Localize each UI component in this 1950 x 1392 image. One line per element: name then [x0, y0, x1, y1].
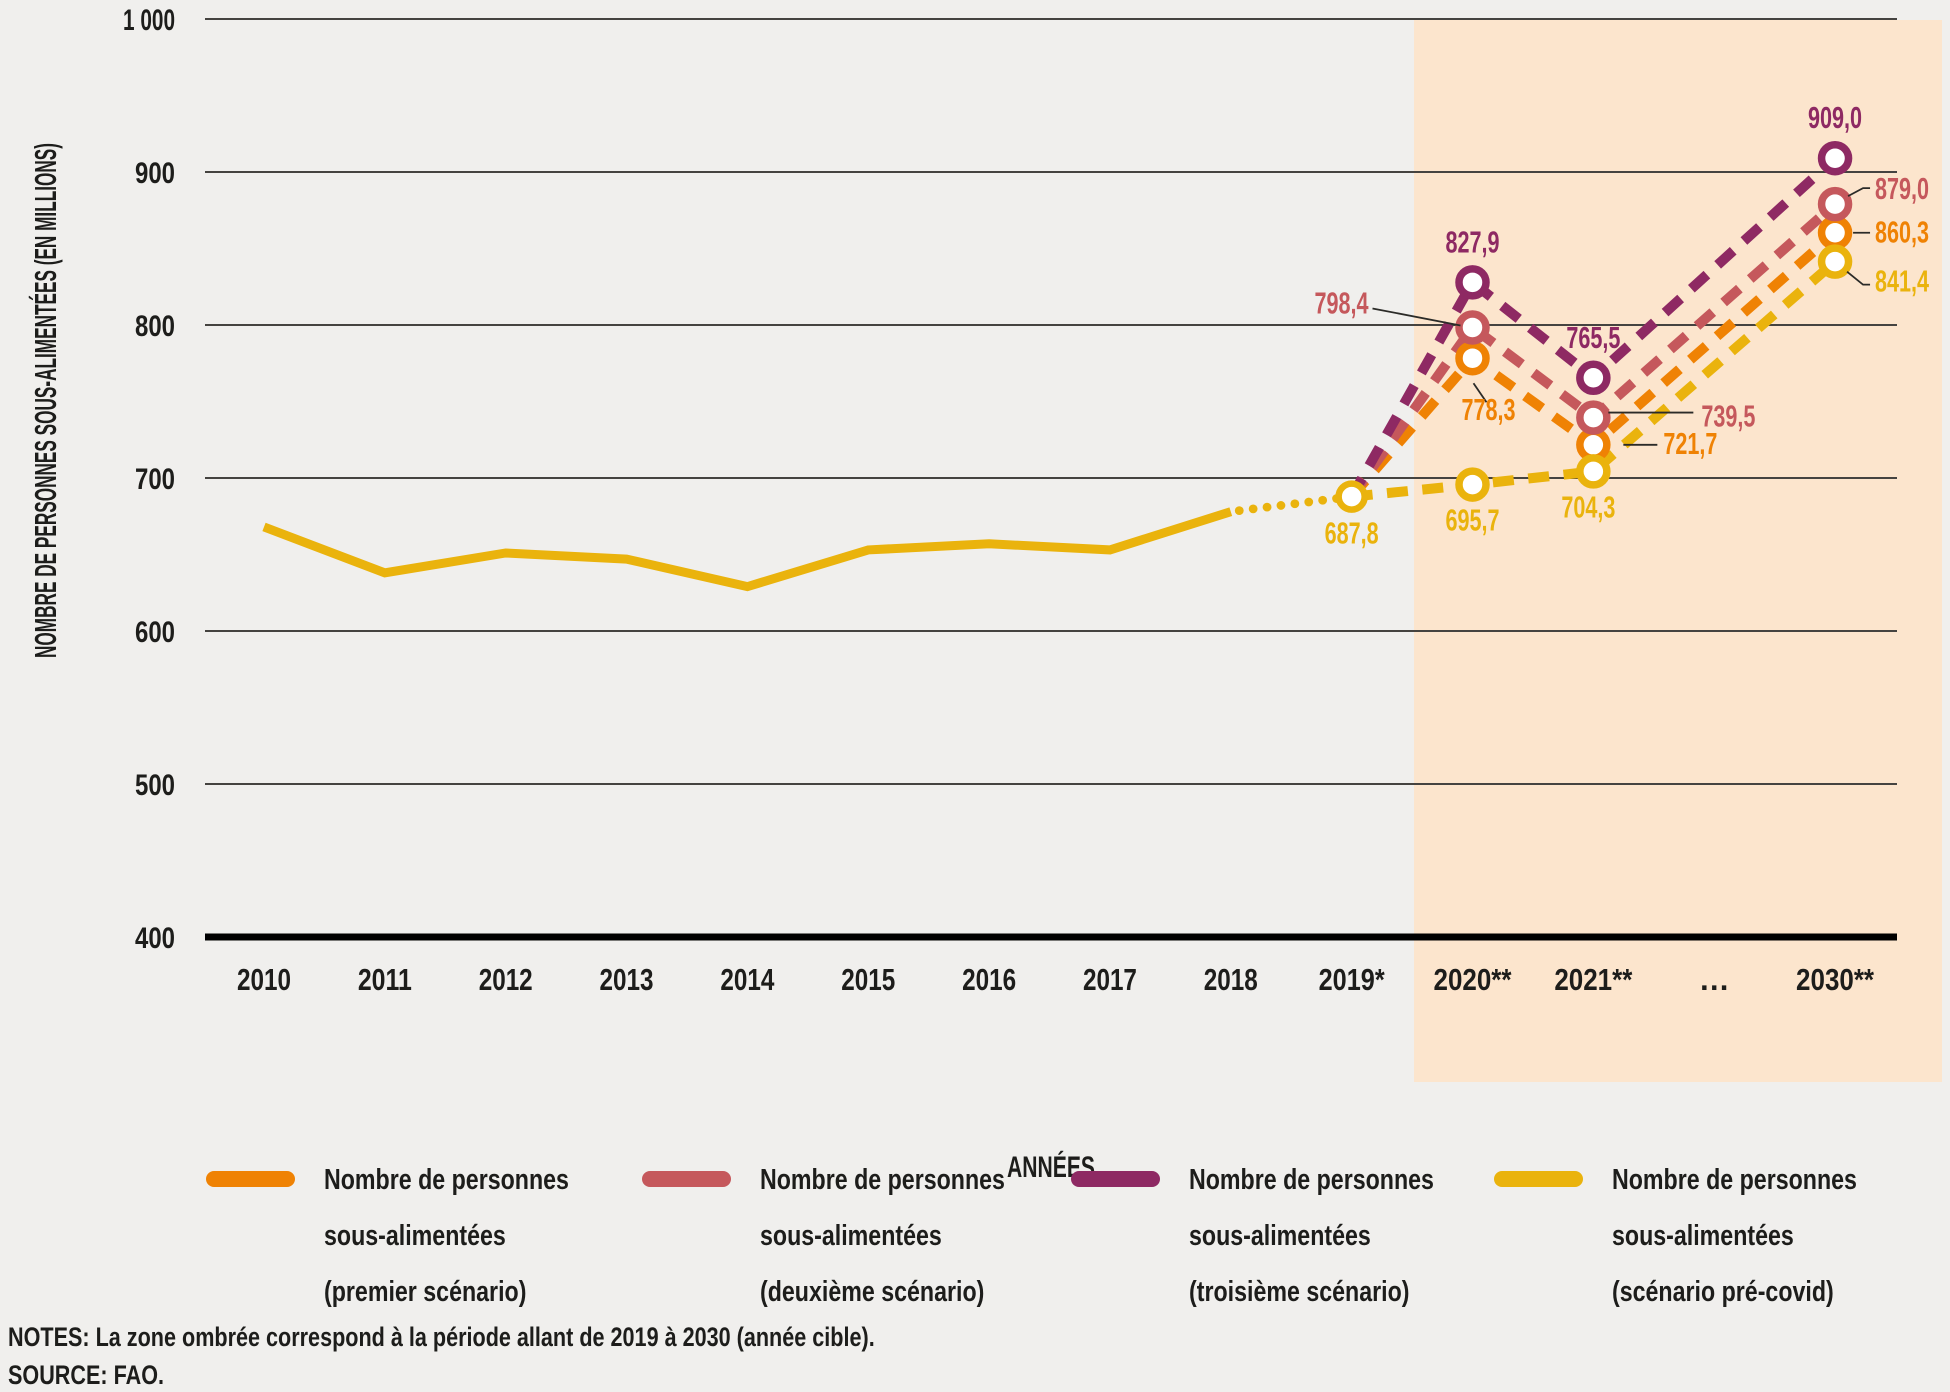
marker-2019-anchor: [1335, 480, 1368, 513]
y-tick-1000: 1 000: [123, 4, 175, 37]
x-tick-2021: 2021**: [1554, 962, 1633, 997]
y-tick-400: 400: [135, 922, 175, 955]
data-label-721-7: 721,7: [1663, 426, 1717, 461]
dotted-connector-dot: [1290, 499, 1300, 509]
data-label-704-3: 704,3: [1561, 489, 1615, 524]
dotted-connector-dot: [1276, 501, 1286, 510]
marker-deuxi-me-sc-nario-2020: [1455, 310, 1490, 345]
label-leader-line: [1846, 270, 1871, 286]
x-tick-2017: 2017: [1083, 962, 1137, 997]
legend-swatch-troisieme-scenario: [1071, 1171, 1160, 1187]
x-tick-2012: 2012: [479, 962, 533, 997]
legend-swatch-premier-scenario: [206, 1171, 295, 1187]
marker-deuxi-me-sc-nario-2030: [1817, 186, 1853, 222]
x-tick-x: …: [1699, 962, 1730, 997]
x-tick-2030: 2030**: [1796, 962, 1875, 997]
legend-item-troisieme-scenario: Nombre de personnes sous-alimentées (tro…: [1071, 1152, 1495, 1320]
label-leader-line: [1847, 187, 1871, 197]
legend-swatch-deuxieme-scenario: [642, 1171, 731, 1187]
marker-sc-nario-pr-covid-2030: [1817, 244, 1853, 279]
data-label-695-7: 695,7: [1446, 503, 1500, 538]
data-label-798-4: 798,4: [1315, 285, 1370, 320]
legend-item-premier-scenario: Nombre de personnes sous-alimentées (pre…: [206, 1152, 630, 1320]
marker-troisi-me-sc-nario-2021: [1576, 360, 1611, 396]
legend-label-line: sous-alimentées: [324, 1220, 506, 1252]
x-tick-2014: 2014: [720, 962, 775, 997]
y-tick-800: 800: [135, 310, 175, 343]
legend-label-line: (deuxième scénario): [760, 1276, 985, 1308]
legend-label-line: (scénario pré-covid): [1612, 1276, 1834, 1308]
label-leader-line: [1472, 382, 1488, 403]
legend-label-line: sous-alimentées: [760, 1220, 942, 1252]
notes-line: NOTES: La zone ombrée correspond à la pé…: [8, 1322, 875, 1352]
x-tick-2019: 2019*: [1319, 962, 1386, 997]
series-line-premier-sc-nario: [1347, 228, 1839, 500]
series-line-troisi-me-sc-nario: [1347, 154, 1839, 500]
x-tick-2018: 2018: [1204, 962, 1258, 997]
data-label-778-3: 778,3: [1462, 392, 1516, 427]
x-tick-2013: 2013: [600, 962, 654, 997]
data-label-909-0: 909,0: [1808, 100, 1862, 135]
legend-label-line: Nombre de personnes: [1612, 1164, 1857, 1196]
x-tick-2016: 2016: [962, 962, 1016, 997]
chart-notes: NOTES: La zone ombrée correspond à la pé…: [8, 1318, 1091, 1392]
legend-label-line: sous-alimentées: [1612, 1220, 1794, 1252]
legend-swatch-scenario-pre-covid: [1494, 1171, 1583, 1187]
y-axis-title: NOMBRE DE PERSONNES SOUS-ALIMENTÉES (EN …: [28, 143, 63, 658]
legend-item-deuxieme-scenario: Nombre de personnes sous-alimentées (deu…: [642, 1152, 1066, 1320]
data-label-765-5: 765,5: [1566, 320, 1620, 355]
legend-label-line: Nombre de personnes: [1189, 1164, 1434, 1196]
series-line-sc-nario-pr-covid: [1351, 257, 1839, 502]
data-label-841-4: 841,4: [1875, 264, 1930, 299]
y-tick-500: 500: [135, 769, 175, 802]
dotted-connector-dot: [1318, 495, 1328, 505]
x-tick-2020: 2020**: [1434, 962, 1513, 997]
data-label-739-5: 739,5: [1701, 399, 1755, 434]
historical-line: [262, 507, 1233, 592]
marker-premier-sc-nario-2030: [1817, 215, 1853, 250]
legend-label-line: sous-alimentées: [1189, 1220, 1371, 1252]
x-tick-2011: 2011: [358, 962, 412, 997]
source-line: SOURCE: FAO.: [8, 1360, 165, 1390]
marker-troisi-me-sc-nario-2020: [1455, 265, 1490, 300]
x-tick-2015: 2015: [841, 962, 895, 997]
dotted-connector-dot: [1234, 506, 1244, 516]
x-tick-2010: 2010: [237, 962, 291, 997]
legend-label-line: (troisième scénario): [1189, 1276, 1410, 1308]
marker-troisi-me-sc-nario-2030: [1817, 140, 1853, 176]
marker-sc-nario-pr-covid-2020: [1455, 467, 1490, 502]
dotted-connector-dot: [1304, 497, 1314, 507]
legend-label-line: Nombre de personnes: [324, 1164, 569, 1196]
data-label-687-8: 687,8: [1325, 516, 1379, 551]
label-leader-line: [1372, 307, 1461, 327]
marker-sc-nario-pr-covid-2021: [1576, 454, 1611, 489]
legend-label-line: (premier scénario): [324, 1276, 527, 1308]
marker-premier-sc-nario-2020: [1455, 340, 1490, 376]
data-label-827-9: 827,9: [1446, 224, 1500, 259]
dotted-connector-dot: [1248, 504, 1258, 514]
marker-deuxi-me-sc-nario-2021: [1576, 400, 1611, 435]
data-label-860-3: 860,3: [1875, 215, 1929, 250]
dotted-connector-dot: [1262, 502, 1272, 512]
legend-item-scenario-pre-covid: Nombre de personnes sous-alimentées (scé…: [1494, 1152, 1918, 1320]
y-tick-900: 900: [135, 157, 175, 190]
legend-label-line: Nombre de personnes: [760, 1164, 1005, 1196]
data-label-879-0: 879,0: [1875, 171, 1929, 206]
y-tick-600: 600: [135, 616, 175, 649]
shaded-projection-region: [1414, 20, 1942, 1082]
y-tick-700: 700: [135, 463, 175, 496]
